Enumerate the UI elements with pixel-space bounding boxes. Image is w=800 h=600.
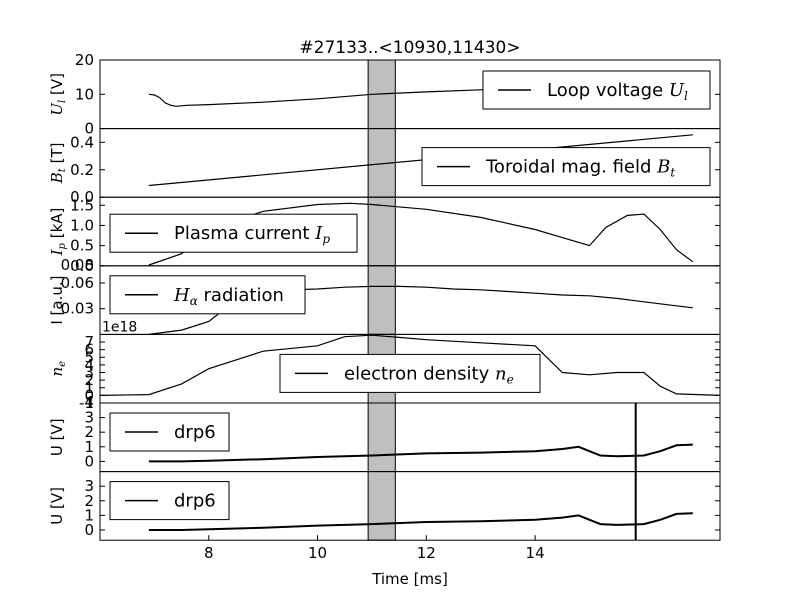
- y-tick-label: -1: [79, 394, 94, 412]
- x-axis-label: Time [ms]: [371, 570, 448, 588]
- y-tick-label: 0.2: [70, 161, 94, 179]
- y-tick-label: 7: [84, 333, 94, 351]
- panel-loop-voltage: 0 10 20 Ul [V] Loop voltage Ul: [48, 51, 721, 138]
- legend-electron-density: electron density ne: [279, 353, 541, 393]
- y-axis-label-h-alpha: I [a.u.]: [48, 276, 66, 325]
- x-axis: 8 10 12 14: [204, 535, 545, 562]
- y-tick-label: 2: [84, 492, 94, 510]
- x-tick-label: 8: [204, 544, 214, 562]
- series-line-toroidal-field: [148, 134, 693, 187]
- panel-toroidal-field: 0.0 0.2 0.4Bt [T] Toroidal mag. field Bt: [48, 128, 721, 206]
- x-tick-label: 14: [526, 544, 545, 562]
- panel-h-alpha: 0.03 0.060.08 I [a.u.] Hα radiation: [48, 256, 721, 335]
- y-tick-label-top: 4: [84, 393, 94, 411]
- y-tick-label: 1: [84, 506, 94, 524]
- legend-toroidal-field: Toroidal mag. field Bt: [421, 147, 711, 187]
- highlight-band: [367, 196, 396, 267]
- y-axis-label-drp6-a: U [V]: [48, 418, 66, 456]
- y-tick-label: 0: [84, 452, 94, 470]
- series-line-electron-density: [99, 334, 721, 396]
- y-axis-label-toroidal-field: Bt [T]: [48, 143, 68, 185]
- y-tick-label: 2: [84, 371, 94, 389]
- y-tick-label: 0.5: [70, 237, 94, 255]
- y-tick-label-top: 0.08: [61, 256, 94, 274]
- y-tick-label: 0.0: [70, 257, 94, 275]
- y-tick-label: 0.06: [61, 274, 94, 292]
- legend-drp6-a: drp6: [109, 412, 230, 452]
- y-tick-label: 5: [84, 348, 94, 366]
- legend-label: Hα radiation: [173, 285, 284, 308]
- y-tick-label: 1.5: [70, 196, 94, 214]
- y-tick-label: 1: [84, 379, 94, 397]
- y-tick-label: 4: [84, 356, 94, 374]
- y-tick-label: 0.03: [61, 300, 94, 318]
- series-line-drp6-a: [148, 443, 693, 463]
- highlight-band: [367, 402, 396, 473]
- y-axis-label-electron-density: ne: [48, 361, 68, 377]
- series-line-drp6-b: [148, 512, 693, 531]
- y-tick-label: 10: [75, 85, 94, 103]
- legend-drp6-b: drp6: [109, 481, 230, 521]
- y-tick-label: 3: [84, 364, 94, 382]
- legend-loop-voltage: Loop voltage Ul: [482, 70, 711, 110]
- highlight-band: [367, 265, 396, 335]
- y-tick-label: 2: [84, 423, 94, 441]
- y-tick-label: 0.0: [70, 188, 94, 206]
- legend-h-alpha: Hα radiation: [109, 275, 306, 315]
- y-axis-label-plasma-current: Ip [kA]: [48, 208, 68, 257]
- y-exponent-label: 1e18: [102, 319, 137, 335]
- chart-title: #27133..<10930,11430>: [299, 38, 520, 58]
- panel-plasma-current: 0.0 0.5 1.0 1.5Ip [kA] Plasma current Ip: [48, 196, 721, 275]
- legend-label: drp6: [174, 491, 216, 512]
- y-tick-label: 0: [84, 386, 94, 404]
- y-tick-label: 0: [84, 521, 94, 539]
- legend-label: Toroidal mag. field Bt: [485, 157, 675, 180]
- y-axis-label-drp6-b: U [V]: [48, 487, 66, 525]
- y-tick-label: 20: [75, 51, 94, 69]
- legend-label: electron density ne: [344, 363, 514, 386]
- y-tick-label: 1: [84, 438, 94, 456]
- y-tick-label: 3: [84, 477, 94, 495]
- legend-label: drp6: [174, 422, 216, 443]
- y-tick-label: 1.0: [70, 216, 94, 234]
- legend-label: Loop voltage Ul: [547, 80, 688, 103]
- y-tick-label: 0: [84, 120, 94, 138]
- panel-frame: [99, 471, 721, 541]
- y-axis-label-loop-voltage: Ul [V]: [48, 73, 68, 116]
- x-tick-label: 10: [308, 544, 327, 562]
- highlight-band: [367, 471, 396, 541]
- y-tick-label: 3: [84, 409, 94, 427]
- legend-label: Plasma current Ip: [174, 223, 330, 246]
- y-tick-label: 6: [84, 341, 94, 359]
- x-tick-label: 12: [417, 544, 436, 562]
- legend-plasma-current: Plasma current Ip: [109, 213, 358, 253]
- y-tick-label: 0.4: [70, 133, 94, 151]
